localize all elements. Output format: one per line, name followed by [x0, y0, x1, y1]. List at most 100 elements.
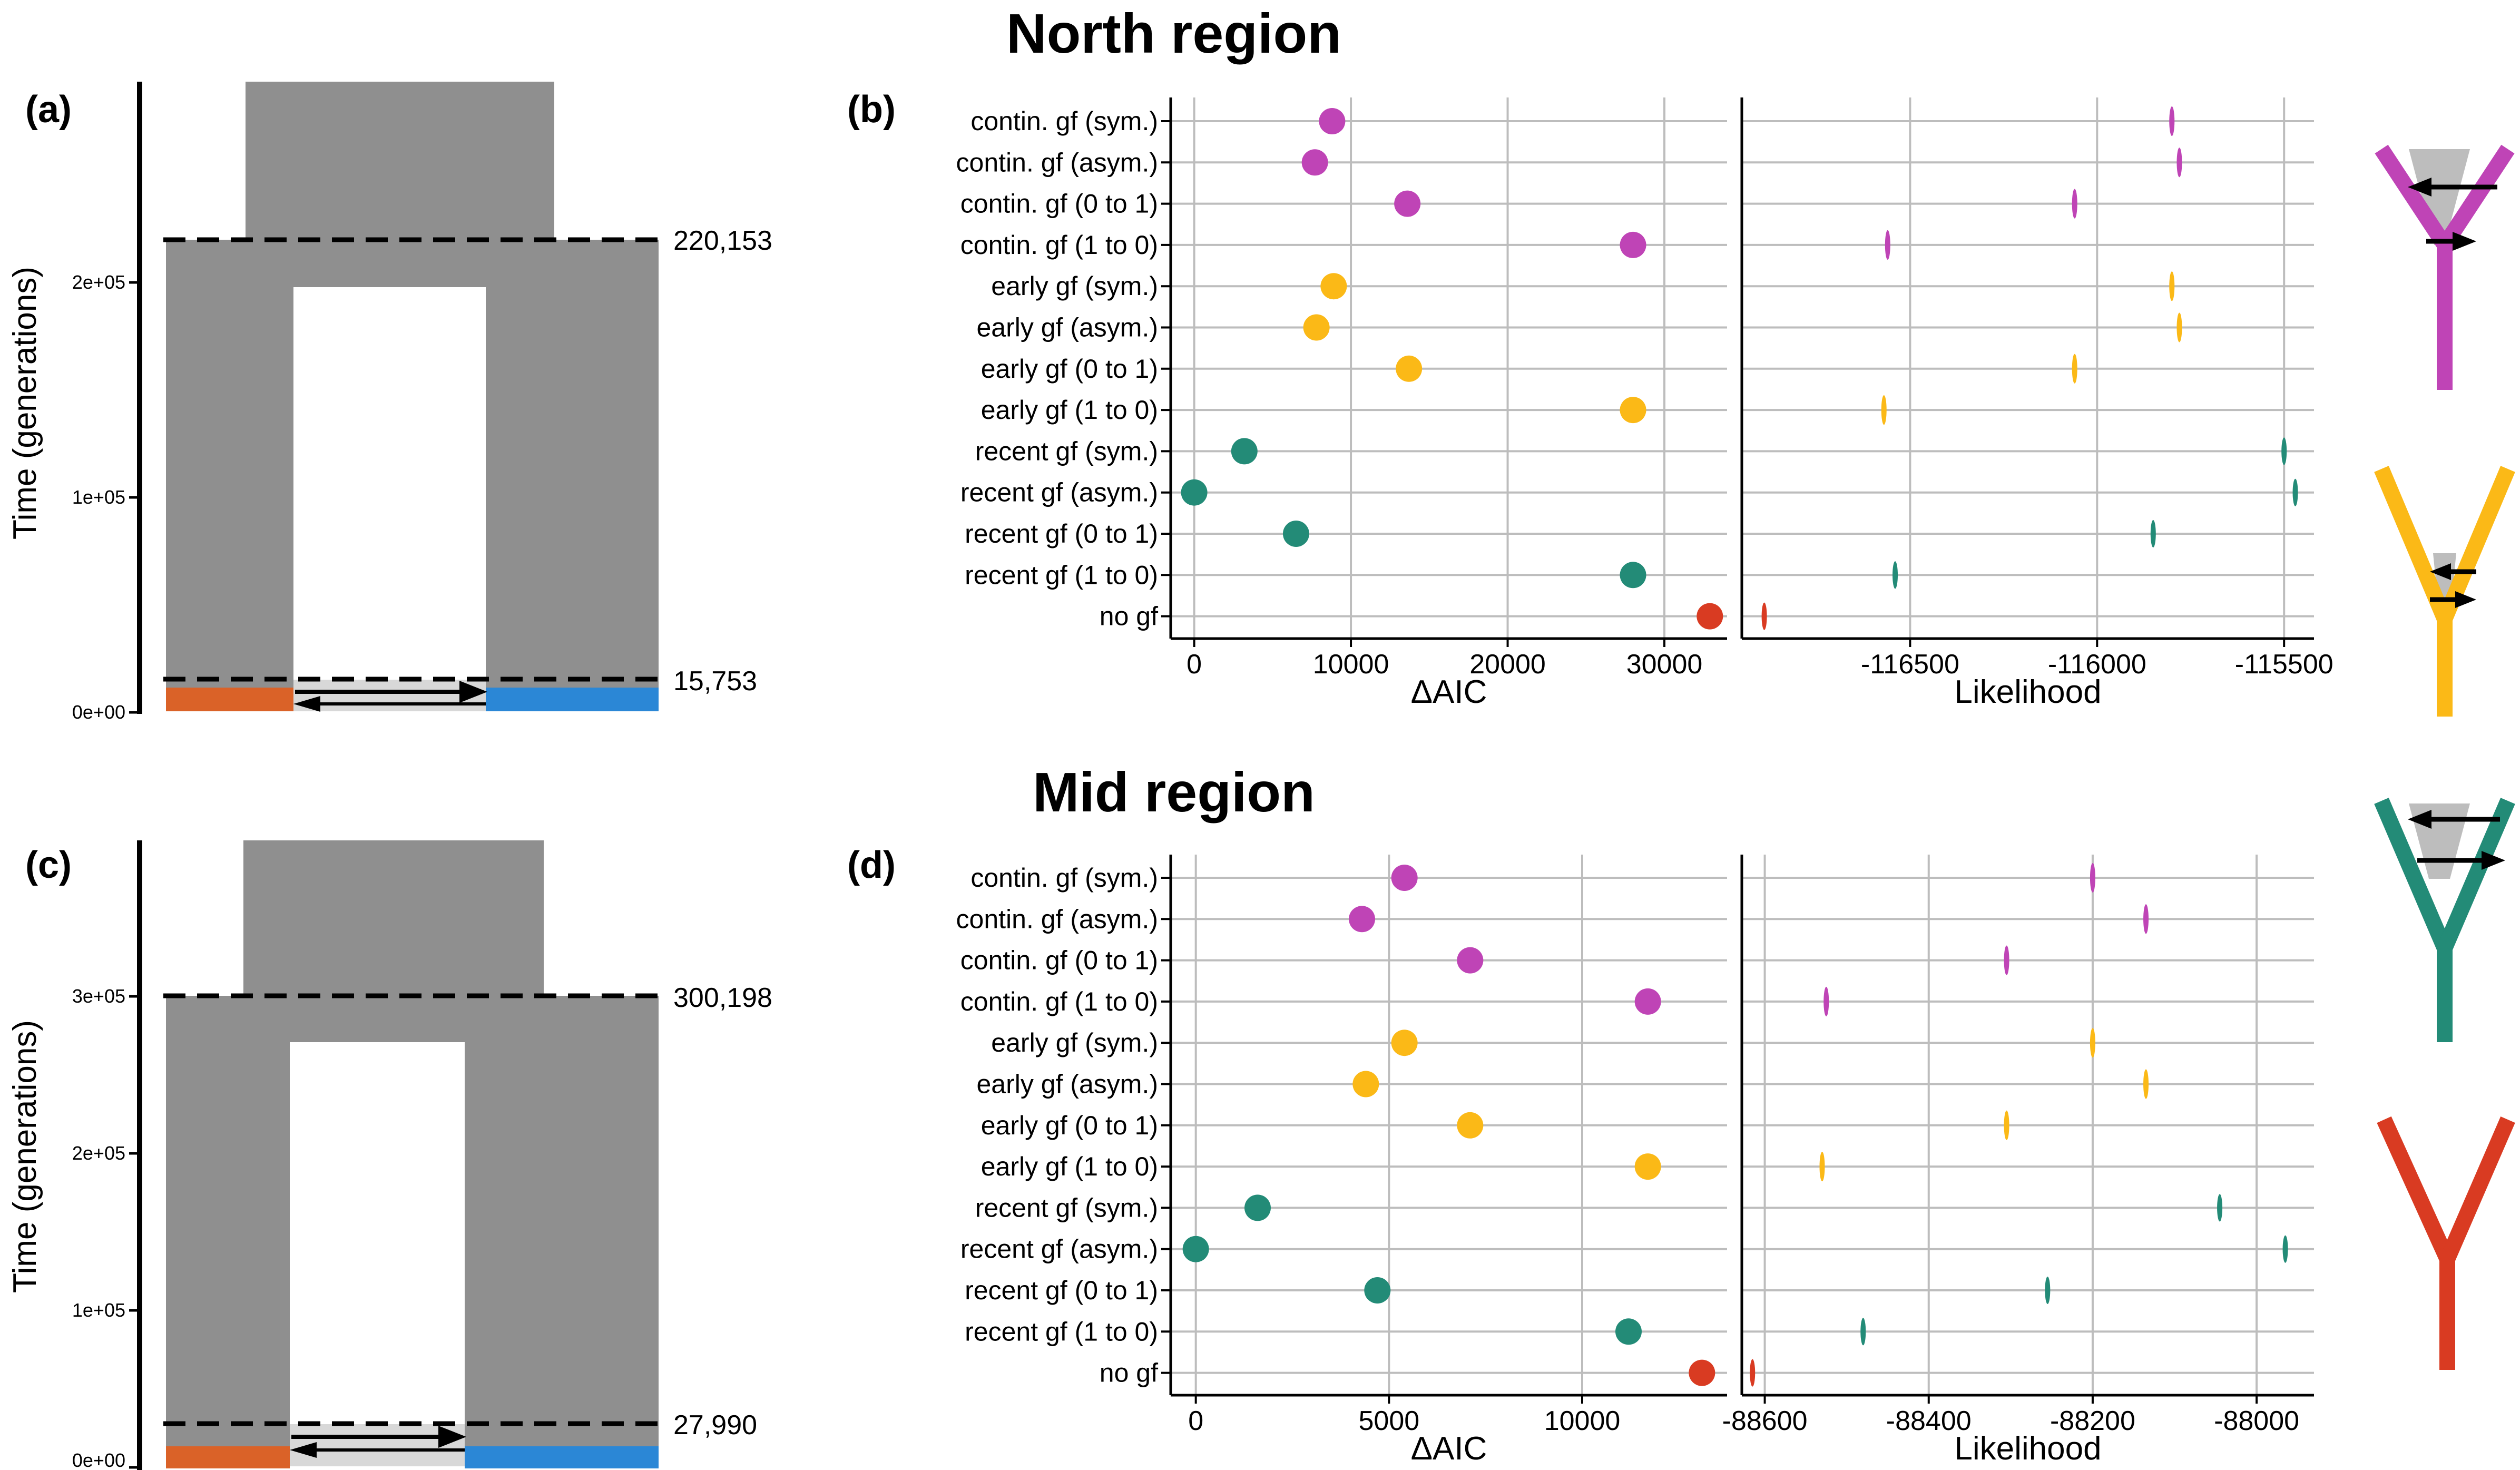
arrow-head-left-icon	[293, 696, 320, 712]
gene-flow-time-label-a: 15,753	[673, 666, 757, 697]
aic-point	[1231, 438, 1258, 465]
aic-point	[1620, 231, 1646, 258]
population-0-bar-a	[166, 688, 293, 711]
aic-point	[1352, 1071, 1379, 1097]
aic-point	[1697, 603, 1723, 630]
y-tick-label-c-0: 0e+00	[72, 1449, 125, 1470]
aic-x-tick-label: 10000	[1544, 1406, 1621, 1436]
panel-label-b: (b)	[847, 89, 896, 131]
aic-point	[1319, 108, 1346, 134]
tree-branch-left	[2374, 466, 2452, 622]
aic-point	[1620, 562, 1646, 589]
y-tick-label-c-3: 3e+05	[72, 985, 125, 1007]
tree-branch-right	[2437, 466, 2515, 622]
divergence-gap-c	[290, 1042, 465, 1446]
category-label: no gf	[1100, 602, 1158, 631]
y-tick-label-c-1: 1e+05	[72, 1299, 125, 1321]
likelihood-point	[1823, 986, 1829, 1016]
likelihood-point	[2004, 1110, 2009, 1140]
early-gene-flow-tree-icon	[2374, 466, 2515, 717]
gene-flow-shading	[2409, 149, 2470, 245]
likelihood-point	[2169, 106, 2175, 136]
panel-label-c: (c)	[25, 844, 72, 886]
ancestral-population-c	[243, 840, 544, 996]
likelihood-x-tick-label: -88200	[2050, 1406, 2135, 1436]
divergence-gap-a	[293, 287, 486, 688]
recent-gene-flow-tree-icon	[2374, 798, 2515, 1042]
aic-point	[1181, 479, 1208, 506]
y-tick-label-a-0: 0e+00	[72, 701, 125, 723]
aic-point	[1364, 1277, 1391, 1304]
panel-label-a: (a)	[25, 89, 72, 131]
arrow-right-icon	[2482, 851, 2505, 870]
aic-x-axis-title: ΔAIC	[1411, 1430, 1487, 1467]
likelihood-point	[1893, 561, 1898, 589]
category-label: recent gf (asym.)	[960, 1234, 1158, 1264]
y-axis-label-c: Time (generations)	[7, 1020, 43, 1293]
likelihood-point	[2292, 478, 2298, 506]
aic-point	[1394, 190, 1421, 217]
likelihood-point	[2143, 1069, 2149, 1099]
aic-point	[1301, 149, 1328, 176]
category-label: recent gf (1 to 0)	[965, 1317, 1158, 1346]
tree-branch-right	[2438, 144, 2515, 250]
split-time-label-a: 220,153	[673, 226, 772, 256]
arrow-left-icon	[2430, 563, 2451, 580]
category-label: contin. gf (sym.)	[970, 106, 1158, 136]
arrow-head-right-icon	[459, 681, 487, 703]
y-tick-label-a-1: 1e+05	[72, 486, 125, 508]
aic-point	[1282, 521, 1309, 547]
likelihood-x-tick-label: -115500	[2235, 649, 2333, 680]
population-1-bar-c	[465, 1446, 659, 1468]
likelihood-point	[1750, 1359, 1756, 1387]
tree-branch-right	[2437, 798, 2515, 952]
likelihood-point	[2072, 354, 2077, 384]
aic-point	[1457, 1112, 1484, 1139]
no-gene-flow-tree-icon	[2377, 1116, 2515, 1370]
likelihood-point	[2045, 1277, 2051, 1304]
category-label: early gf (sym.)	[991, 271, 1158, 301]
aic-point	[1391, 1030, 1418, 1056]
arrow-left-icon	[2408, 810, 2431, 829]
category-label: early gf (1 to 0)	[981, 1152, 1158, 1181]
aic-point	[1349, 906, 1375, 933]
category-label: contin. gf (1 to 0)	[960, 230, 1158, 260]
likelihood-x-axis-title: Likelihood	[1954, 674, 2101, 710]
aic-point	[1689, 1359, 1715, 1386]
tree-branch-right	[2440, 1116, 2515, 1262]
likelihood-point	[2169, 271, 2175, 301]
category-label: recent gf (sym.)	[975, 436, 1158, 466]
aic-point	[1303, 314, 1330, 341]
category-label: early gf (asym.)	[976, 313, 1158, 342]
category-label: contin. gf (0 to 1)	[960, 189, 1158, 219]
aic-x-tick-label: 5000	[1358, 1406, 1419, 1436]
likelihood-x-tick-label: -88600	[1722, 1406, 1808, 1436]
likelihood-point	[2281, 437, 2287, 465]
likelihood-point	[2004, 945, 2009, 975]
aic-point	[1320, 273, 1347, 300]
aic-point	[1634, 1153, 1661, 1180]
aic-x-tick-label: 0	[1188, 1406, 1203, 1436]
likelihood-x-axis-title: Likelihood	[1954, 1430, 2101, 1467]
likelihood-point	[2176, 312, 2182, 342]
category-label: contin. gf (asym.)	[956, 148, 1158, 177]
likelihood-point	[1819, 1152, 1825, 1182]
aic-x-tick-label: 0	[1187, 649, 1202, 680]
arrow-head-right-icon	[438, 1426, 466, 1448]
aic-point	[1182, 1236, 1209, 1262]
y-axis-label-a: Time (generations)	[7, 267, 43, 540]
gene-flow-time-label-c: 27,990	[673, 1410, 757, 1440]
likelihood-point	[2176, 148, 2182, 178]
arrow-head-left-icon	[290, 1442, 317, 1458]
category-label: recent gf (0 to 1)	[965, 1276, 1158, 1305]
arrow-right-icon	[2455, 591, 2476, 608]
demography-panel-a: Time (generations) 0e+00 1e+05 2e+05 220…	[7, 82, 772, 723]
aic-point	[1615, 1318, 1642, 1345]
population-0-bar-c	[166, 1446, 290, 1468]
category-label: contin. gf (0 to 1)	[960, 946, 1158, 975]
likelihood-point	[2143, 904, 2149, 934]
aic-x-tick-label: 20000	[1469, 649, 1546, 680]
y-tick-label-a-2: 2e+05	[72, 271, 125, 293]
category-label: contin. gf (sym.)	[970, 863, 1158, 893]
